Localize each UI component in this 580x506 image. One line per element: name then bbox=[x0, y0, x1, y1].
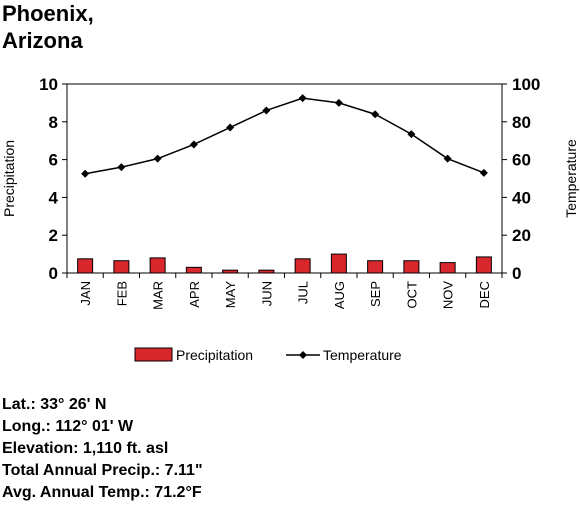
legend-precip-label: Precipitation bbox=[176, 347, 253, 363]
legend-precip-swatch bbox=[134, 347, 173, 362]
precip-bar bbox=[330, 253, 347, 274]
y-tick-label: 2 bbox=[49, 226, 58, 245]
x-tick-label: DEC bbox=[477, 281, 492, 308]
precip-bar bbox=[403, 260, 420, 274]
stat-total-precip: Total Annual Precip.: 7.11" bbox=[2, 462, 203, 479]
x-tick-label: APR bbox=[187, 281, 202, 308]
precip-bar bbox=[222, 269, 239, 274]
y-tick-label: 4 bbox=[49, 188, 59, 207]
x-tick-label: JAN bbox=[78, 281, 93, 306]
temperature-point bbox=[117, 163, 126, 172]
legend-temp-marker bbox=[299, 351, 307, 359]
x-tick-label: NOV bbox=[441, 281, 456, 310]
y2-tick-label: 60 bbox=[512, 151, 531, 170]
x-tick-label: AUG bbox=[332, 281, 347, 309]
chart-title: Phoenix, Arizona bbox=[2, 0, 202, 54]
x-tick-label: JUN bbox=[259, 281, 274, 306]
legend-temp-label: Temperature bbox=[323, 347, 402, 363]
stat-longitude: Long.: 112° 01' W bbox=[2, 418, 134, 435]
y-tick-label: 10 bbox=[39, 75, 58, 94]
precip-bar bbox=[475, 256, 492, 274]
temperature-point bbox=[81, 169, 90, 178]
temperature-point bbox=[189, 140, 198, 149]
temperature-point bbox=[443, 154, 452, 163]
precip-bar bbox=[439, 262, 456, 274]
precip-bar bbox=[185, 266, 202, 274]
temperature-point bbox=[479, 168, 488, 177]
precip-bar bbox=[258, 269, 275, 274]
precip-bar bbox=[294, 258, 311, 274]
y2-axis-label: Temperature bbox=[563, 139, 579, 218]
temperature-point bbox=[298, 94, 307, 103]
title-city: Phoenix, bbox=[2, 1, 94, 26]
y2-tick-label: 100 bbox=[512, 75, 540, 94]
temperature-point bbox=[262, 106, 271, 115]
stat-avg-temp: Avg. Annual Temp.: 71.2°F bbox=[2, 484, 202, 501]
x-tick-label: JUL bbox=[296, 281, 311, 304]
title-state: Arizona bbox=[2, 28, 83, 53]
y2-tick-label: 0 bbox=[512, 264, 521, 283]
x-tick-label: MAR bbox=[151, 281, 166, 310]
temperature-point bbox=[153, 154, 162, 163]
stat-latitude: Lat.: 33° 26' N bbox=[2, 396, 107, 413]
temperature-point bbox=[334, 98, 343, 107]
plot-area bbox=[66, 83, 503, 274]
precip-bar bbox=[149, 257, 166, 274]
temperature-point bbox=[407, 130, 416, 139]
stat-elevation: Elevation: 1,110 ft. asl bbox=[2, 440, 169, 457]
y-tick-label: 6 bbox=[49, 151, 58, 170]
x-tick-label: MAY bbox=[223, 281, 238, 309]
location-stats: Lat.: 33° 26' N Long.: 112° 01' W Elevat… bbox=[2, 394, 203, 504]
temperature-point bbox=[371, 110, 380, 119]
temperature-point bbox=[226, 123, 235, 132]
y2-tick-label: 20 bbox=[512, 226, 531, 245]
temperature-line bbox=[84, 97, 485, 175]
x-tick-label: OCT bbox=[404, 281, 419, 309]
y-axis-label: Precipitation bbox=[1, 140, 17, 217]
precip-bar bbox=[367, 260, 384, 274]
precip-bar bbox=[113, 260, 130, 274]
precip-bar bbox=[77, 258, 94, 274]
y-tick-label: 8 bbox=[49, 113, 58, 132]
y-tick-label: 0 bbox=[49, 264, 58, 283]
x-tick-label: SEP bbox=[368, 281, 383, 307]
y2-tick-label: 40 bbox=[512, 188, 531, 207]
x-tick-label: FEB bbox=[114, 281, 129, 306]
y2-tick-label: 80 bbox=[512, 113, 531, 132]
